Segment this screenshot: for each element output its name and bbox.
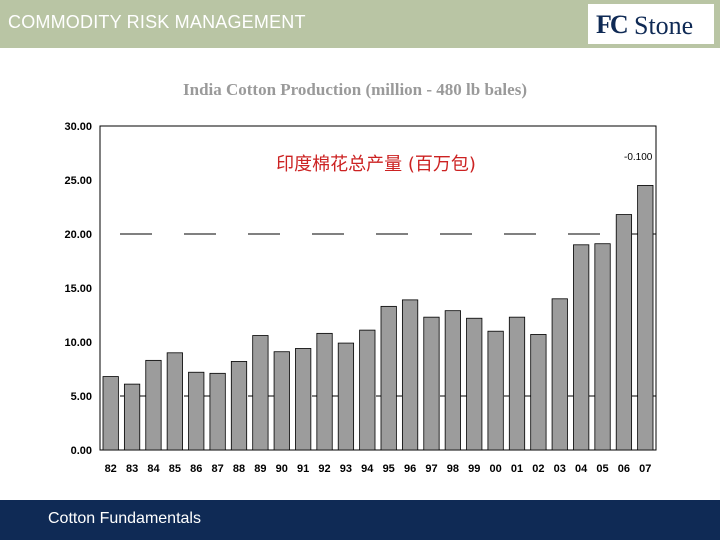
fcstone-logo: FC Stone	[588, 4, 714, 44]
x-tick-label: 07	[639, 463, 651, 475]
x-tick-label: 01	[511, 463, 523, 475]
bar	[444, 310, 461, 451]
bar	[615, 214, 633, 451]
bar	[230, 361, 248, 451]
x-tick-label: 82	[105, 463, 117, 475]
x-tick-label: 95	[383, 463, 395, 475]
x-tick-label: 96	[404, 463, 416, 475]
x-tick-label: 94	[361, 463, 374, 475]
y-tick-label: 15.00	[64, 283, 92, 295]
bar	[123, 383, 141, 451]
footer-text: Cotton Fundamentals	[48, 510, 201, 527]
bar	[295, 348, 312, 451]
x-tick-labels: 82 83 84 85 86 87 88 89 90 91 92 93 94 95 96 97 98 99 00 01…	[105, 463, 652, 475]
x-tick-label: 93	[340, 463, 352, 475]
side-value-label: -0.100	[624, 152, 653, 163]
x-tick-label: 99	[468, 463, 480, 475]
x-tick-label: 84	[147, 463, 160, 475]
bar	[209, 372, 226, 451]
x-tick-label: 06	[618, 463, 630, 475]
x-tick-label: 02	[532, 463, 544, 475]
x-tick-label: 00	[489, 463, 501, 475]
bar	[380, 305, 397, 451]
x-tick-label: 04	[575, 463, 588, 475]
chart-annotation: 印度棉花总产量 (百万包)	[276, 154, 476, 175]
x-tick-label: 03	[554, 463, 566, 475]
y-tick-labels: 0.00 5.00 10.00 15.00 20.00 25.00 30.00	[64, 121, 92, 457]
bar	[573, 244, 590, 451]
bar-chart: 0.00 5.00 10.00 15.00 20.00 25.00 30.00 82 83 84…	[64, 121, 657, 475]
y-tick-label: 20.00	[64, 229, 92, 241]
x-tick-label: 89	[254, 463, 266, 475]
y-tick-label: 0.00	[71, 445, 92, 457]
logo-fc-text: FC	[596, 10, 629, 39]
bars	[102, 184, 654, 451]
y-tick-label: 30.00	[64, 121, 92, 133]
bar	[359, 329, 376, 451]
x-tick-label: 83	[126, 463, 138, 475]
bar	[316, 332, 333, 451]
y-tick-label: 10.00	[64, 337, 92, 349]
x-tick-label: 05	[596, 463, 608, 475]
x-tick-label: 92	[318, 463, 330, 475]
x-tick-label: 98	[447, 463, 459, 475]
bar	[102, 376, 119, 451]
x-tick-label: 97	[425, 463, 437, 475]
x-tick-label: 91	[297, 463, 309, 475]
bar	[594, 243, 611, 451]
y-tick-label: 5.00	[71, 391, 92, 403]
bar	[637, 184, 654, 451]
bar	[508, 316, 526, 451]
bar	[145, 359, 162, 451]
x-tick-label: 87	[211, 463, 223, 475]
bar	[530, 334, 547, 451]
bar	[487, 330, 504, 451]
bar	[188, 371, 205, 451]
header-title: COMMODITY RISK MANAGEMENT	[8, 12, 306, 32]
x-tick-label: 88	[233, 463, 245, 475]
x-tick-label: 86	[190, 463, 202, 475]
header-band: COMMODITY RISK MANAGEMENT FC Stone	[0, 0, 720, 48]
bar	[423, 316, 440, 451]
logo-stone-text: Stone	[634, 11, 694, 40]
y-tick-label: 25.00	[64, 175, 92, 187]
bar	[466, 317, 483, 451]
bar	[252, 335, 269, 451]
bar	[166, 352, 183, 451]
bar	[401, 299, 419, 451]
bar	[551, 298, 568, 451]
bar	[273, 351, 290, 451]
x-tick-label: 85	[169, 463, 181, 475]
x-tick-label: 90	[276, 463, 288, 475]
bar	[337, 342, 355, 451]
chart-title: India Cotton Production (million - 480 l…	[183, 80, 527, 99]
footer-band: Cotton Fundamentals	[0, 500, 720, 540]
